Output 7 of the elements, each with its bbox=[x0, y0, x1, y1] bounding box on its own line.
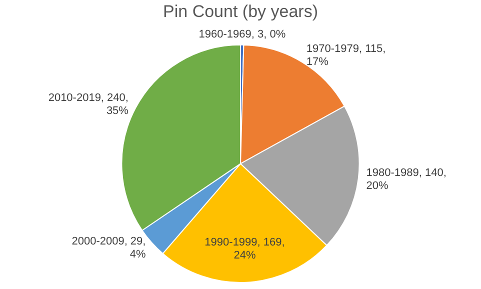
slice-label: 1960-1969, 3, 0% bbox=[198, 28, 286, 40]
slice-label: 1980-1989, 140, 20% bbox=[366, 167, 446, 192]
slice-label: 2000-2009, 29, 4% bbox=[72, 235, 146, 260]
slice-label: 1970-1979, 115, 17% bbox=[306, 42, 386, 68]
slice-label: 1990-1999, 169, 24% bbox=[204, 236, 285, 262]
chart-title: Pin Count (by years) bbox=[163, 2, 318, 21]
slice-label: 2010-2019, 240, 35% bbox=[48, 92, 129, 117]
